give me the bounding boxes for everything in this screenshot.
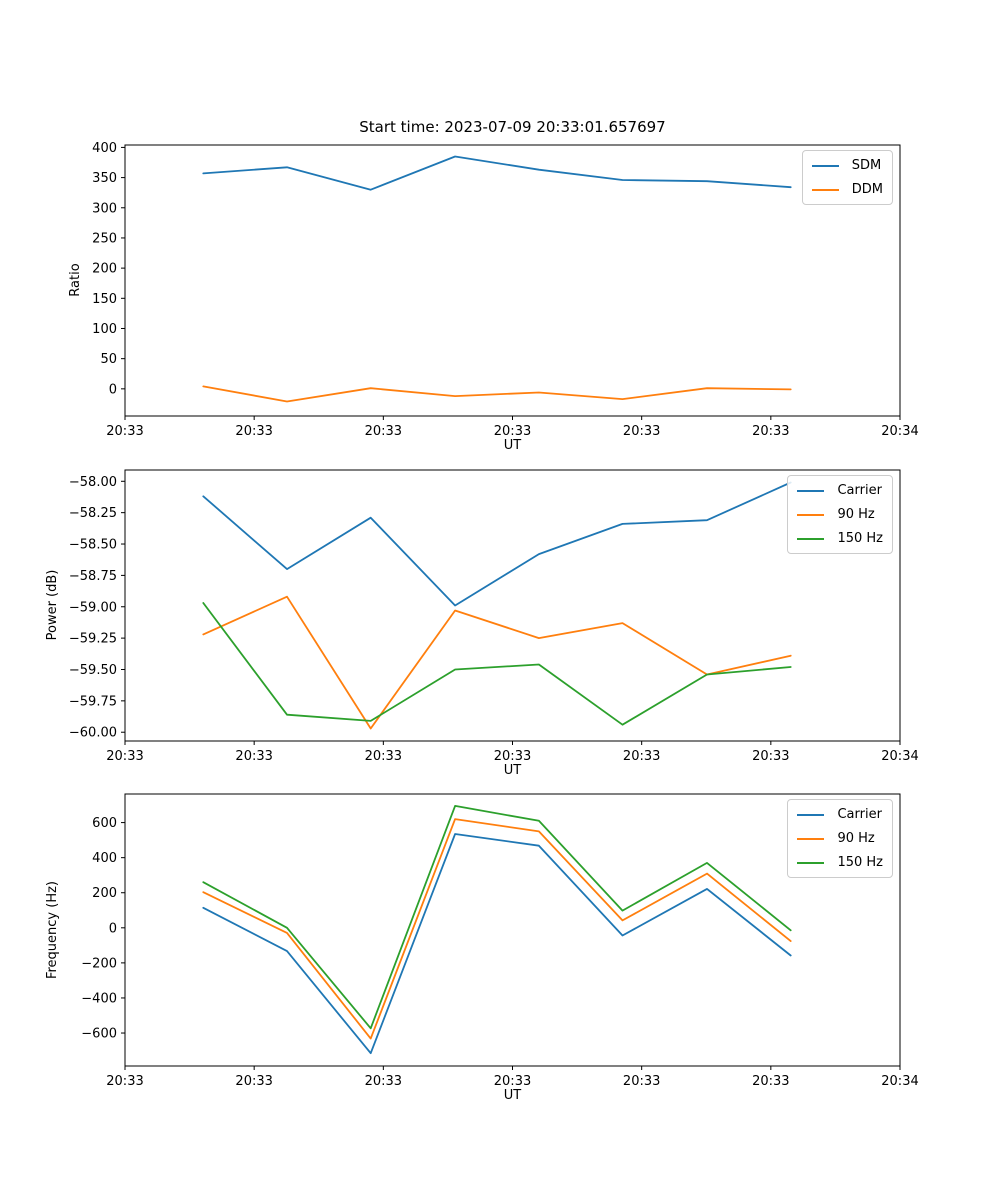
y-tick-label: −58.00 — [69, 475, 117, 490]
x-axis-label-ut-top: UT — [503, 438, 522, 453]
y-axis-label-power: Power (dB) — [45, 569, 60, 641]
x-tick-label: 20:33 — [235, 1074, 272, 1089]
legend-item: SDM — [811, 158, 883, 173]
y-tick-label: −59.75 — [69, 694, 117, 709]
x-tick-label: 20:33 — [365, 1074, 402, 1089]
series-line-sdm — [202, 155, 792, 191]
y-tick-label: −59.50 — [69, 663, 117, 678]
y-tick-label: −59.00 — [69, 600, 117, 615]
axes-frame — [124, 469, 901, 742]
y-tick-label: −59.25 — [69, 632, 117, 647]
y-tick-label: −200 — [81, 956, 117, 971]
y-tick-label: 200 — [92, 886, 117, 901]
series-line-carrier — [202, 833, 792, 1055]
legend-line-sample — [797, 837, 825, 840]
legend-line-sample — [797, 861, 825, 864]
x-tick-label: 20:33 — [235, 749, 272, 764]
legend-line-sample — [811, 164, 839, 167]
x-tick-label: 20:33 — [494, 424, 531, 439]
figure-title: Start time: 2023-07-09 20:33:01.657697 — [359, 118, 666, 136]
legend-label: DDM — [851, 182, 883, 197]
x-tick-label: 20:33 — [623, 749, 660, 764]
y-tick-label: 400 — [92, 851, 117, 866]
x-tick-label: 20:33 — [752, 1074, 789, 1089]
legend-label: 90 Hz — [837, 831, 875, 846]
y-tick-label: −58.25 — [69, 506, 117, 521]
y-tick-label: 300 — [92, 201, 117, 216]
legend-line-sample — [797, 513, 825, 516]
legend-frequency: Carrier 90 Hz 150 Hz — [787, 799, 893, 878]
y-tick-label: −58.75 — [69, 569, 117, 584]
legend-item: Carrier — [797, 483, 883, 498]
y-tick-label: 350 — [92, 171, 117, 186]
x-tick-label: 20:33 — [106, 424, 143, 439]
x-axis-label-ut-bottom: UT — [503, 1088, 522, 1103]
x-tick-label: 20:34 — [881, 749, 918, 764]
y-tick-label: 600 — [92, 816, 117, 831]
x-tick-label: 20:33 — [752, 749, 789, 764]
legend-item: DDM — [811, 182, 883, 197]
legend-label: Carrier — [837, 807, 882, 822]
y-tick-label: −600 — [81, 1027, 117, 1042]
x-axis-label-ut-middle: UT — [503, 763, 522, 778]
legend-label: 150 Hz — [837, 855, 883, 870]
axes-frame — [124, 793, 901, 1067]
y-tick-label: 400 — [92, 141, 117, 156]
legend-line-sample — [811, 188, 839, 191]
series-line-150-hz — [202, 805, 792, 1030]
x-tick-label: 20:33 — [623, 424, 660, 439]
x-tick-label: 20:34 — [881, 1074, 918, 1089]
series-line-90-hz — [202, 595, 792, 730]
legend-ratio: SDM DDM — [801, 150, 893, 205]
y-tick-label: 50 — [100, 352, 117, 367]
x-tick-label: 20:33 — [235, 424, 272, 439]
series-line-90-hz — [202, 818, 792, 1040]
legend-item: 150 Hz — [797, 531, 883, 546]
legend-line-sample — [797, 537, 825, 540]
y-axis-label-ratio: Ratio — [68, 263, 83, 297]
y-tick-label: 0 — [109, 921, 117, 936]
y-tick-label: 250 — [92, 231, 117, 246]
series-line-ddm — [202, 385, 792, 403]
x-tick-label: 20:33 — [752, 424, 789, 439]
y-axis-label-frequency: Frequency (Hz) — [45, 880, 60, 980]
x-tick-label: 20:33 — [494, 1074, 531, 1089]
axes-frame — [124, 144, 901, 417]
legend-line-sample — [797, 489, 825, 492]
y-tick-label: 150 — [92, 292, 117, 307]
legend-label: 150 Hz — [837, 531, 883, 546]
legend-label: Carrier — [837, 483, 882, 498]
y-tick-label: −400 — [81, 991, 117, 1006]
y-tick-label: 100 — [92, 322, 117, 337]
x-tick-label: 20:33 — [106, 749, 143, 764]
legend-label: SDM — [851, 158, 882, 173]
x-tick-label: 20:33 — [365, 749, 402, 764]
y-tick-label: −58.50 — [69, 538, 117, 553]
x-tick-label: 20:34 — [881, 424, 918, 439]
y-tick-label: 0 — [109, 382, 117, 397]
legend-item: 90 Hz — [797, 507, 883, 522]
legend-item: 150 Hz — [797, 855, 883, 870]
legend-power: Carrier 90 Hz 150 Hz — [787, 475, 893, 554]
legend-item: 90 Hz — [797, 831, 883, 846]
legend-line-sample — [797, 813, 825, 816]
series-line-150-hz — [202, 602, 792, 726]
legend-item: Carrier — [797, 807, 883, 822]
y-tick-label: −60.00 — [69, 726, 117, 741]
x-tick-label: 20:33 — [623, 1074, 660, 1089]
x-tick-label: 20:33 — [494, 749, 531, 764]
series-line-carrier — [202, 481, 792, 607]
y-tick-label: 200 — [92, 262, 117, 277]
x-tick-label: 20:33 — [106, 1074, 143, 1089]
x-tick-label: 20:33 — [365, 424, 402, 439]
legend-label: 90 Hz — [837, 507, 875, 522]
